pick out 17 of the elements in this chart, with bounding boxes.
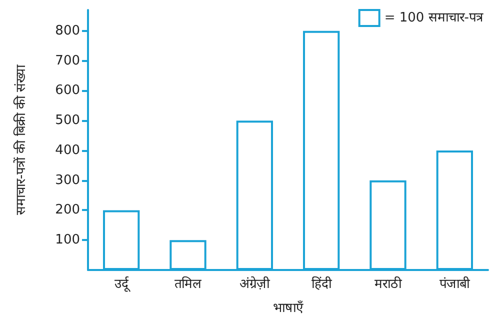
x-tick-label: अंग्रेज़ी [240, 276, 271, 292]
y-tick-label: 800 [55, 23, 80, 38]
x-tick-label: मराठी [374, 276, 402, 292]
x-tick-label: पंजाबी [440, 276, 471, 292]
y-tick-label: 300 [55, 172, 80, 188]
x-axis-title: भाषाएँ [273, 300, 304, 316]
x-tick-label: तमिल [174, 276, 202, 292]
y-tick-label: 100 [55, 232, 80, 248]
y-tick-label: 700 [55, 53, 80, 68]
x-tick-label: उर्दू [114, 276, 130, 292]
y-tick-label: 200 [55, 202, 80, 218]
y-tick-label: 600 [55, 83, 80, 98]
legend-label: = 100 समाचार-पत्र [384, 10, 484, 26]
x-tick-label: हिंदी [311, 276, 332, 292]
y-tick-label: 500 [55, 113, 80, 128]
y-axis-title: समाचार-पत्रों की बिक्री की संख्या [13, 64, 29, 216]
y-tick-label: 400 [55, 142, 80, 158]
